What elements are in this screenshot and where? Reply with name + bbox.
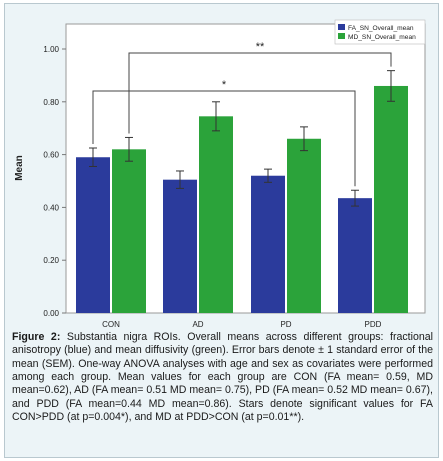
bar-ad-fa: [163, 179, 197, 313]
bar-pd-fa: [251, 175, 285, 313]
y-tick-label: 0.20: [43, 256, 59, 265]
bar-ad-md: [199, 116, 233, 313]
y-tick-label: 1.00: [43, 45, 59, 54]
significance-stars: **: [256, 41, 265, 53]
significance-bracket-fa: [92, 90, 356, 187]
y-tick-label: 0.40: [43, 203, 59, 212]
legend-label: MD_SN_Overall_mean: [348, 34, 416, 41]
legend-swatch: [338, 33, 345, 39]
legend-box: [334, 19, 426, 45]
legend: FA_SN_Overall_mean MD_SN_Overall_mean: [334, 19, 426, 45]
y-tick-label: 0.60: [43, 151, 59, 160]
y-tick-label: 0.80: [43, 98, 59, 107]
bar-pdd-md: [374, 85, 408, 314]
bar-con-md: [112, 149, 146, 313]
significance-bracket-md: [128, 52, 392, 134]
x-tick-label: PDD: [365, 320, 382, 329]
y-tick-label: 0.00: [43, 309, 59, 318]
x-tick-label: PD: [280, 320, 291, 329]
legend-label: FA_SN_Overall_mean: [348, 25, 414, 32]
legend-swatch: [338, 24, 345, 30]
bar-chart: 0.000.200.400.600.801.00 CON AD PD PDD *** …: [14, 19, 426, 329]
figure-caption: Figure 2: Substantia nigra ROIs. Overall…: [12, 331, 433, 424]
figure-panel: 0.00 0.20 0.40 0.60 0.80 1.00 CON AD PD PDD * ** …: [4, 3, 439, 458]
bar-pd-md: [287, 138, 321, 313]
x-tick-label: AD: [192, 320, 203, 329]
y-axis-label: Mean: [14, 155, 25, 181]
bar-con-fa: [76, 157, 110, 313]
significance-star: *: [222, 79, 227, 91]
x-tick-label: CON: [102, 320, 120, 329]
caption-label: Figure 2:: [12, 331, 61, 343]
bar-pdd-fa: [338, 198, 372, 313]
caption-text: Substantia nigra ROIs. Overall means acr…: [12, 331, 434, 424]
